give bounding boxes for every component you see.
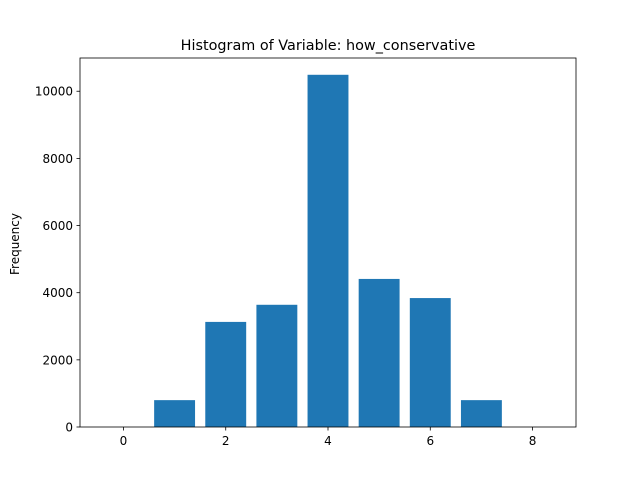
x-tick-label: 2 — [222, 434, 230, 448]
y-tick-label: 8000 — [42, 152, 73, 166]
y-tick-label: 2000 — [42, 353, 73, 367]
y-axis-label: Frequency — [8, 213, 22, 275]
histogram-bar — [409, 298, 451, 427]
y-tick-label: 10000 — [35, 85, 73, 99]
histogram-bar — [358, 278, 400, 427]
bars-group — [154, 74, 502, 427]
x-tick-label: 8 — [529, 434, 537, 448]
histogram-bar — [460, 400, 502, 427]
y-tick-label: 0 — [65, 421, 73, 435]
histogram-bar — [256, 304, 298, 427]
histogram-bar — [307, 74, 349, 427]
y-axis: 0 2000 4000 6000 8000 10000 — [35, 85, 80, 435]
x-axis: 0 2 4 6 8 — [120, 427, 537, 448]
x-tick-label: 4 — [324, 434, 332, 448]
histogram-bar — [154, 400, 196, 427]
y-tick-label: 4000 — [42, 286, 73, 300]
y-tick-label: 6000 — [42, 219, 73, 233]
plot-frame — [79, 57, 577, 428]
x-tick-label: 6 — [426, 434, 434, 448]
chart-title: Histogram of Variable: how_conservative — [181, 38, 476, 54]
histogram-bar — [205, 321, 247, 427]
x-tick-label: 0 — [120, 434, 128, 448]
